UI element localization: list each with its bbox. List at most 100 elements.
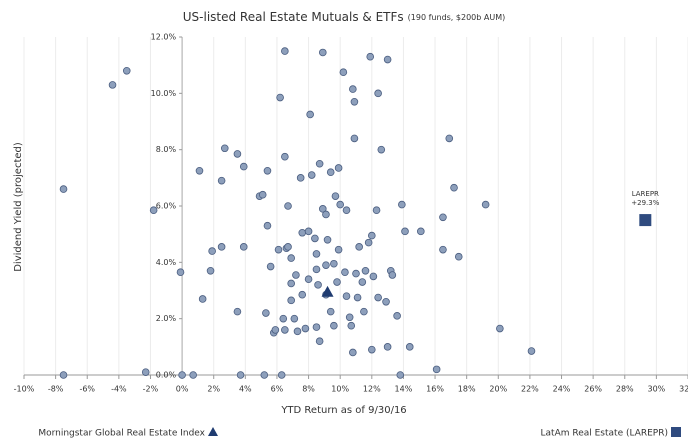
legend-item: Morningstar Global Real Estate Index xyxy=(38,427,218,439)
point xyxy=(383,55,392,64)
point xyxy=(342,292,351,300)
point xyxy=(208,247,216,255)
y-tick-label: 10.0% xyxy=(151,89,177,98)
x-tick-label: -4% xyxy=(111,385,127,394)
point xyxy=(284,243,292,251)
point xyxy=(330,259,338,268)
point xyxy=(301,324,310,333)
point xyxy=(372,206,381,215)
point xyxy=(333,278,341,286)
point xyxy=(334,245,343,254)
point xyxy=(307,171,316,179)
point xyxy=(347,321,356,330)
point xyxy=(271,326,280,334)
y-tick-label: 8.0% xyxy=(156,145,177,154)
point xyxy=(276,93,284,102)
x-tick-label: -2% xyxy=(143,385,159,394)
point xyxy=(298,290,307,299)
point xyxy=(217,176,226,185)
point xyxy=(439,213,447,222)
subtitle: (190 funds, $200b AUM) xyxy=(408,13,506,22)
y-tick-label: 12.0% xyxy=(151,33,177,42)
x-tick-label: 30% xyxy=(647,385,665,394)
point xyxy=(260,371,269,379)
point xyxy=(59,185,68,193)
point xyxy=(454,252,463,261)
x-tick-label: 32% xyxy=(679,385,688,394)
point xyxy=(287,296,295,305)
point xyxy=(239,243,248,251)
point xyxy=(312,323,321,331)
point xyxy=(326,168,335,177)
point xyxy=(59,371,68,379)
triangle-marker xyxy=(321,285,334,297)
point xyxy=(377,145,386,154)
y-tick-label: 4.0% xyxy=(156,258,177,267)
point xyxy=(266,262,275,271)
point xyxy=(383,343,392,351)
point xyxy=(368,345,376,354)
point xyxy=(349,348,357,357)
point xyxy=(322,261,330,269)
x-tick-label: -6% xyxy=(79,385,95,394)
y-axis-label: Dividend Yield (projected) xyxy=(13,142,24,272)
x-tick-label: 18% xyxy=(458,385,476,394)
point xyxy=(176,268,185,276)
point xyxy=(364,238,373,247)
point xyxy=(450,183,458,192)
point xyxy=(350,97,359,106)
point xyxy=(358,278,367,286)
point xyxy=(334,164,343,172)
triangle-marker xyxy=(208,427,218,436)
point xyxy=(178,371,186,379)
point xyxy=(206,266,215,275)
point xyxy=(149,206,158,215)
point xyxy=(290,314,299,323)
title-main: US-listed Real Estate Mutuals & ETFs xyxy=(183,10,404,24)
point xyxy=(304,275,313,284)
x-tick-label: 22% xyxy=(521,385,539,394)
point xyxy=(318,205,327,213)
point xyxy=(189,371,197,379)
point xyxy=(323,236,332,244)
point xyxy=(312,250,321,258)
point xyxy=(374,293,382,302)
y-tick-label: 2.0% xyxy=(156,314,177,323)
point xyxy=(311,234,319,243)
point xyxy=(263,166,272,175)
point xyxy=(342,206,351,215)
point xyxy=(341,268,349,276)
x-tick-label: 14% xyxy=(395,385,413,394)
x-tick-label: 12% xyxy=(363,385,381,394)
point xyxy=(350,134,359,143)
x-tick-label: 2% xyxy=(207,385,220,394)
point xyxy=(281,326,289,334)
point xyxy=(445,134,454,143)
point xyxy=(287,254,295,262)
point xyxy=(263,221,272,230)
point xyxy=(284,202,292,210)
point xyxy=(330,321,338,330)
point xyxy=(496,324,504,333)
point xyxy=(287,279,295,288)
point xyxy=(233,150,242,158)
legend-label: LatAm Real Estate (LAREPR) xyxy=(541,429,668,439)
point xyxy=(398,200,406,209)
x-tick-label: -8% xyxy=(48,385,64,394)
point xyxy=(306,110,314,119)
point xyxy=(314,281,322,289)
x-tick-label: 8% xyxy=(302,385,315,394)
point xyxy=(198,295,207,303)
point xyxy=(481,200,490,209)
point xyxy=(388,271,397,279)
point xyxy=(322,210,330,219)
point xyxy=(355,243,363,251)
point xyxy=(360,307,368,316)
point xyxy=(366,52,375,61)
point xyxy=(326,307,335,316)
point xyxy=(122,67,131,75)
point xyxy=(220,144,229,153)
point xyxy=(318,48,327,57)
annotation: LAREPR xyxy=(632,190,659,198)
point xyxy=(298,228,307,237)
